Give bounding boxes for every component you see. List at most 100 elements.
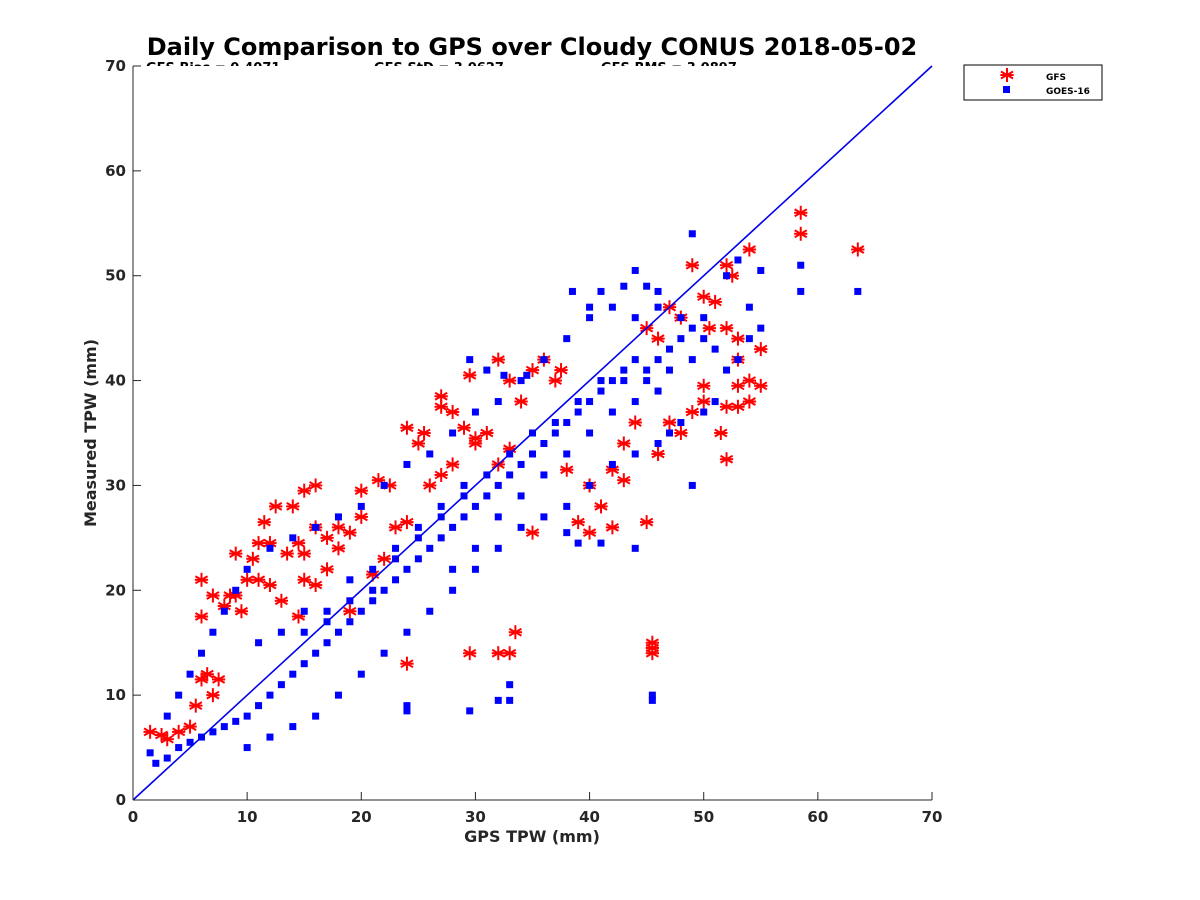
goes16-point <box>334 691 342 699</box>
gfs-point <box>628 415 642 430</box>
goes16-point <box>323 607 331 615</box>
goes16-point <box>654 439 662 447</box>
goes16-point <box>677 335 685 343</box>
goes16-point <box>197 649 205 657</box>
legend: GFS GOES-16 <box>963 64 1103 101</box>
gfs-point <box>525 525 540 540</box>
gfs-point <box>183 719 197 734</box>
goes16-point <box>597 377 605 385</box>
legend-gfs-marker <box>1000 68 1014 82</box>
goes16-point <box>734 356 742 364</box>
gfs-point <box>354 509 368 524</box>
goes16-point <box>209 628 217 636</box>
y-tick-label: 30 <box>105 476 126 494</box>
gfs-point <box>697 289 711 304</box>
goes16-point <box>392 576 400 584</box>
goes16-point <box>334 513 342 521</box>
goes16-point <box>369 565 377 573</box>
chart-title: Daily Comparison to GPS over Cloudy CONU… <box>147 33 918 61</box>
goes16-point <box>466 707 474 715</box>
goes16-point <box>677 314 685 322</box>
goes16-point <box>266 544 274 552</box>
goes16-point <box>700 335 708 343</box>
gfs-point <box>211 672 226 687</box>
reference-line <box>132 65 933 801</box>
goes16-point <box>563 450 571 458</box>
gfs-point <box>719 399 734 414</box>
goes16-point <box>517 523 525 531</box>
goes16-point <box>517 460 525 468</box>
goes16-point <box>426 607 434 615</box>
gfs-point <box>491 352 505 367</box>
goes16-point <box>654 356 662 364</box>
gfs-point <box>651 446 665 461</box>
gfs-point <box>617 436 631 451</box>
goes16-point <box>631 314 639 322</box>
goes16-point <box>688 481 696 489</box>
gfs-point <box>423 478 437 493</box>
goes16-point <box>665 366 673 374</box>
goes16-point <box>540 439 548 447</box>
gfs-point <box>434 467 448 482</box>
goes16-point <box>620 377 628 385</box>
goes16-point <box>449 586 457 594</box>
goes16-point <box>797 287 805 295</box>
gfs-point <box>754 342 768 357</box>
goes16-point <box>243 744 251 752</box>
gfs-point <box>508 625 523 640</box>
goes16-point <box>346 576 354 584</box>
goes16-point <box>186 670 194 678</box>
gfs-point <box>354 483 368 498</box>
goes16-point <box>648 691 656 699</box>
gfs-point <box>514 394 528 409</box>
series-layer <box>143 205 865 767</box>
goes16-point <box>289 723 297 731</box>
goes16-point <box>677 419 685 427</box>
goes16-point <box>209 728 217 736</box>
goes16-point <box>175 691 183 699</box>
x-tick-label: 70 <box>922 808 943 826</box>
gfs-point <box>708 294 722 309</box>
axes-layer: 0 10 20 30 40 50 60 70 0 10 20 30 40 50 60 70 <box>105 57 942 826</box>
goes16-point <box>586 398 594 406</box>
gfs-point <box>662 415 677 430</box>
goes16-point <box>688 356 696 364</box>
goes16-point <box>220 607 228 615</box>
goes16-point <box>620 282 628 290</box>
gfs-point <box>731 331 745 346</box>
gfs-point <box>794 226 808 241</box>
gfs-point <box>331 541 346 556</box>
goes16-point <box>232 586 240 594</box>
gfs-point <box>594 499 608 514</box>
gfs-point <box>291 536 306 551</box>
goes16-point <box>745 303 753 311</box>
goes16-point <box>506 471 514 479</box>
goes16-point <box>152 759 160 767</box>
goes16-point <box>540 356 548 364</box>
gfs-point <box>645 640 659 655</box>
goes16-point <box>300 660 308 668</box>
legend-goes-marker <box>1003 86 1010 93</box>
goes16-point <box>494 696 502 704</box>
goes16-point <box>403 707 411 715</box>
goes16-point <box>414 555 422 563</box>
goes16-point <box>568 287 576 295</box>
goes16-point <box>437 502 445 510</box>
goes16-point <box>643 377 651 385</box>
goes16-point <box>665 345 673 353</box>
goes16-point <box>540 471 548 479</box>
y-tick-label: 50 <box>105 267 126 285</box>
gfs-point <box>143 724 157 739</box>
goes16-point <box>654 303 662 311</box>
goes16-point <box>494 398 502 406</box>
goes16-point <box>648 696 656 704</box>
goes16-point <box>523 371 531 379</box>
gfs-point <box>719 258 734 273</box>
goes16-point <box>854 287 862 295</box>
goes16-point <box>471 502 479 510</box>
goes16-point <box>608 377 616 385</box>
goes16-point <box>631 450 639 458</box>
goes16-point <box>563 502 571 510</box>
y-tick-label: 0 <box>116 791 126 809</box>
gfs-point <box>257 515 271 530</box>
